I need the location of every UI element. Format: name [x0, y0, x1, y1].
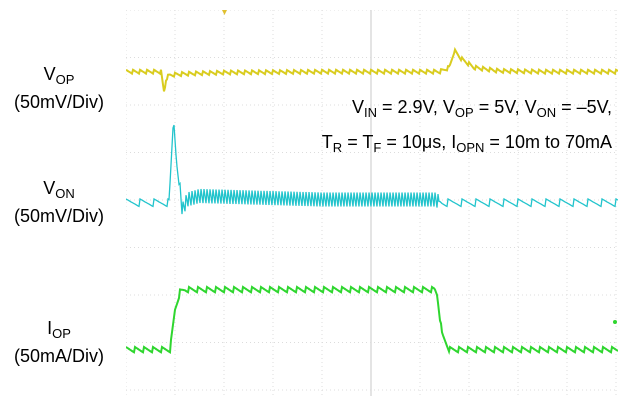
channel-label-von: VON (50mV/Div) [0, 177, 118, 227]
channel-scale: (50mV/Div) [13, 206, 104, 226]
trace-von [126, 124, 618, 215]
channel-label-iop: IOP (50mA/Div) [0, 317, 118, 367]
trigger-marker [222, 10, 227, 15]
annotation-line-1: VIN = 2.9V, VOP = 5V, VON = –5V, [352, 97, 612, 120]
channel-label-vop: VOP (50mV/Div) [0, 63, 118, 113]
traces [126, 46, 618, 356]
channel-marker [613, 320, 617, 324]
oscilloscope-plot [126, 10, 618, 396]
trace-iop [126, 285, 618, 356]
channel-name: VOP [43, 64, 75, 87]
channel-name: IOP [47, 318, 71, 341]
channel-name: VON [43, 178, 75, 201]
annotation-line-2: TR = TF = 10μs, IOPN = 10m to 70mA [321, 132, 612, 155]
channel-scale: (50mV/Div) [13, 92, 104, 112]
channel-scale: (50mA/Div) [13, 346, 104, 366]
trace-vop [126, 46, 618, 92]
